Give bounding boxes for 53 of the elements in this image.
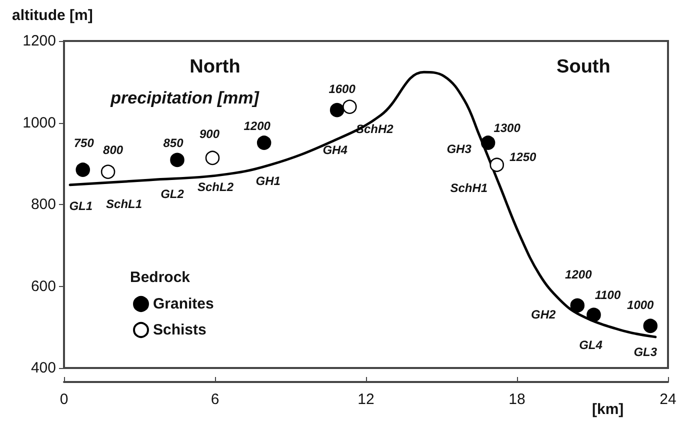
y-tick-label: 1200 [22,32,56,50]
y-tick-label: 800 [30,196,56,213]
point [586,308,601,322]
annotation: SchL2 [197,180,234,194]
annotation: South [556,56,610,78]
annotation: SchH2 [356,122,394,136]
annotation: 1000 [627,298,654,312]
annotation: 800 [103,142,124,157]
point [490,158,504,172]
annotation: GL4 [579,338,603,352]
point [330,102,344,118]
x-tick-label: 6 [210,391,220,408]
point [100,164,116,179]
annotation: 1100 [594,288,621,302]
point [342,100,357,114]
point [76,162,90,177]
annotation: 1250 [510,150,537,164]
x-tick-label: 12 [358,391,374,408]
annotation: precipitation [mm] [110,88,260,108]
annotation: 1200 [244,118,271,133]
point [256,136,272,150]
annotation: 1600 [328,82,356,96]
legend-label: Schists [153,322,206,338]
annotation: 750 [74,136,94,150]
point [570,298,585,313]
annotation: SchL1 [106,196,142,211]
annotation: 900 [199,126,220,141]
point [480,136,496,150]
y-tick-label: 600 [30,278,56,295]
x-tick-label: 0 [60,391,68,408]
legend-title: Bedrock [130,269,191,286]
annotation: 1200 [565,267,592,282]
x-tick-label: 18 [508,391,526,408]
annotation: GH3 [446,142,472,156]
y-tick-label: 1000 [22,114,56,132]
x-tick-label: 24 [660,391,676,408]
annotation: 1300 [494,120,521,135]
annotation: SchH1 [450,180,488,195]
annotation: GL2 [160,186,184,201]
annotation: GH4 [322,143,348,158]
annotation: GH1 [256,174,281,188]
legend-label: Granites [153,296,214,312]
x-axis-title: [km] [592,401,624,418]
point [643,318,658,334]
y-tick-label: 400 [30,360,56,376]
point [170,152,184,168]
annotation: GL3 [634,344,658,359]
annotation: GL1 [69,198,93,213]
annotation: GH2 [531,307,556,322]
point [205,150,220,166]
y-axis-title: altitude [m] [12,7,93,24]
annotation: North [190,56,240,78]
annotation: 850 [163,136,184,150]
